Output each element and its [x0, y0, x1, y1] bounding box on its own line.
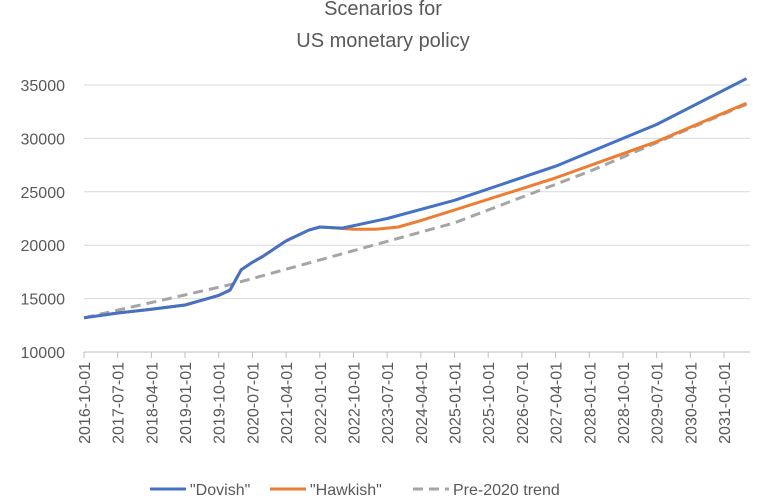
x-tick-label: 2020-07-01: [245, 362, 262, 444]
x-tick-label: 2017-07-01: [111, 362, 128, 444]
x-tick-label: 2029-07-01: [650, 362, 667, 444]
legend-label: "Hawkish": [310, 482, 382, 495]
chart-title-line-1: Scenarios for: [324, 0, 442, 20]
x-tick-label: 2018-04-01: [144, 362, 161, 444]
x-tick-label: 2028-10-01: [616, 362, 633, 444]
x-tick-label: 2026-07-01: [515, 362, 532, 444]
x-tick-label: 2019-10-01: [212, 362, 229, 444]
y-tick-label: 25000: [21, 185, 66, 202]
x-tick-label: 2022-10-01: [346, 362, 363, 444]
x-tick-label: 2021-04-01: [279, 362, 296, 444]
x-tick-label: 2031-01-01: [717, 362, 734, 444]
x-tick-label: 2025-01-01: [448, 362, 465, 444]
x-tick-label: 2024-04-01: [414, 362, 431, 444]
x-tick-label: 2025-10-01: [481, 362, 498, 444]
x-tick-label: 2016-10-01: [77, 362, 94, 444]
x-tick-label: 2023-07-01: [380, 362, 397, 444]
x-tick-label: 2019-01-01: [178, 362, 195, 444]
series-line-pre-2020-trend: [83, 102, 748, 320]
y-tick-label: 15000: [21, 292, 66, 309]
y-tick-label: 30000: [21, 131, 66, 148]
x-tick-label: 2030-04-01: [683, 362, 700, 444]
y-tick-label: 35000: [21, 78, 66, 95]
legend-label: "Dovish": [190, 482, 250, 495]
y-tick-label: 20000: [21, 238, 66, 255]
x-tick-label: 2022-01-01: [313, 362, 330, 444]
chart-title-line-2: US monetary policy: [296, 30, 469, 52]
x-tick-label: 2027-04-01: [549, 362, 566, 444]
x-tick-label: 2028-01-01: [582, 362, 599, 444]
legend-label: Pre-2020 trend: [453, 482, 560, 495]
series-line-dovish: [83, 77, 748, 320]
y-tick-label: 10000: [21, 345, 66, 362]
